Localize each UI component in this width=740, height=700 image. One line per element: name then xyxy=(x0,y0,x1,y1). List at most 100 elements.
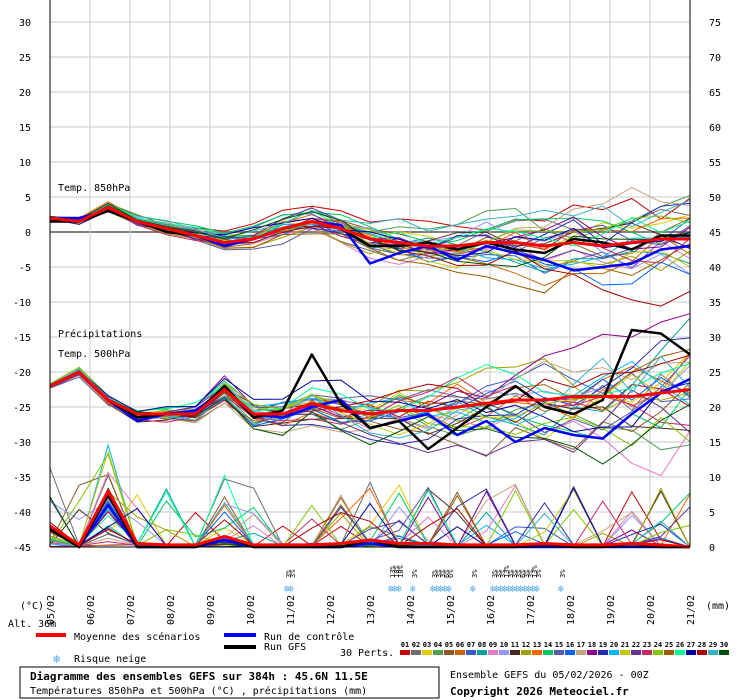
pert-label: 02 xyxy=(412,641,420,649)
pert-label: 19 xyxy=(599,641,607,649)
member-26-t500 xyxy=(49,363,691,412)
snow-risk-row: 3%❄3%❄13%❄10%❄10%❄3%❄3%❄3%❄3%❄6%❄6%❄3%❄3… xyxy=(284,565,567,595)
snowflake-icon: ❄ xyxy=(410,584,417,595)
left-tick-label: 5 xyxy=(25,193,31,204)
snowflake-icon: ❄ xyxy=(442,584,449,595)
pert-swatch xyxy=(444,650,454,655)
left-tick-label: -15 xyxy=(13,333,31,344)
pert-swatch xyxy=(708,650,718,655)
title-box xyxy=(19,666,440,699)
snow-risk-pct: 3% xyxy=(499,569,507,578)
legend: Moyenne des scénarios Run de contrôle Ru… xyxy=(36,631,729,666)
right-tick-label: 25 xyxy=(709,368,721,379)
pert-swatch xyxy=(554,650,564,655)
snowflake-icon: ❄ xyxy=(470,584,477,595)
snow-risk-pct: 13% xyxy=(531,565,539,578)
pert-label: 09 xyxy=(489,641,497,649)
right-tick-label: 65 xyxy=(709,88,721,99)
snow-risk-pct: 6% xyxy=(519,569,527,578)
date-tick-label: 21/02 xyxy=(686,595,697,625)
right-tick-label: 35 xyxy=(709,298,721,309)
left-tick-label: -35 xyxy=(13,473,31,484)
snow-risk-pct: 3% xyxy=(439,569,447,578)
member-14-t850 xyxy=(49,203,691,247)
right-tick-label: 0 xyxy=(709,543,715,554)
pert-swatch xyxy=(653,650,663,655)
t500-label: Temp. 500hPa xyxy=(58,349,130,360)
pert-swatch xyxy=(620,650,630,655)
pert-label: 13 xyxy=(533,641,541,649)
right-tick-label: 15 xyxy=(709,438,721,449)
snow-risk-pct: 6% xyxy=(443,569,451,578)
pert-swatch xyxy=(477,650,487,655)
pert-swatch xyxy=(697,650,707,655)
pert-label: 04 xyxy=(434,641,442,649)
pert-swatch xyxy=(686,650,696,655)
snowflake-icon: ❄ xyxy=(530,584,537,595)
snowflake-icon: ❄ xyxy=(494,584,501,595)
legend-gfs-swatch xyxy=(224,645,256,649)
left-tick-label: -5 xyxy=(19,263,31,274)
pert-swatch xyxy=(565,650,575,655)
left-tick-label: -10 xyxy=(13,298,31,309)
pert-label: 03 xyxy=(423,641,431,649)
pert-label: 30 xyxy=(720,641,728,649)
date-tick-label: 08/02 xyxy=(166,595,177,625)
chart-subtitle: Températures 850hPa et 500hPa (°C) , pré… xyxy=(30,685,367,697)
snow-risk-pct: 13% xyxy=(503,565,511,578)
pert-swatch xyxy=(675,650,685,655)
left-tick-label: 25 xyxy=(19,53,31,64)
unit-right: (mm) xyxy=(706,601,730,612)
snow-risk-pct: 3% xyxy=(507,569,515,578)
date-tick-label: 06/02 xyxy=(86,595,97,625)
pert-swatch xyxy=(455,650,465,655)
snow-risk-pct: 3% xyxy=(559,569,567,578)
legend-mean-swatch xyxy=(36,633,66,637)
legend-control-label: Run de contrôle xyxy=(264,631,354,643)
snowflake-icon: ❄ xyxy=(522,584,529,595)
snow-risk-pct: 3% xyxy=(491,569,499,578)
pert-swatch xyxy=(543,650,553,655)
chart-grid xyxy=(49,0,691,548)
run-info: Ensemble GEFS du 05/02/2026 - 00Z xyxy=(450,670,649,681)
date-tick-label: 14/02 xyxy=(406,595,417,625)
date-tick-label: 07/02 xyxy=(126,595,137,625)
date-tick-label: 16/02 xyxy=(486,595,497,625)
pert-label: 15 xyxy=(555,641,563,649)
snowflake-icon: ❄ xyxy=(288,584,295,595)
pert-swatch xyxy=(422,650,432,655)
snow-risk-pct: 3% xyxy=(527,569,535,578)
pert-swatch xyxy=(642,650,652,655)
date-tick-label: 09/02 xyxy=(206,595,217,625)
right-tick-label: 70 xyxy=(709,53,721,64)
snowflake-icon: ❄ xyxy=(490,584,497,595)
pert-label: 16 xyxy=(566,641,574,649)
precip-mean-line xyxy=(49,489,691,549)
left-tick-label: -30 xyxy=(13,438,31,449)
snowflake-icon: ❄ xyxy=(392,584,399,595)
snowflake-icon: ❄ xyxy=(506,584,513,595)
pert-label: 28 xyxy=(698,641,706,649)
pert-swatch xyxy=(510,650,520,655)
pert-label: 14 xyxy=(544,641,552,649)
snow-risk-pct: 13% xyxy=(389,565,397,578)
legend-mean-label: Moyenne des scénarios xyxy=(74,631,200,643)
member-21-t500 xyxy=(49,361,691,436)
member-23-t500 xyxy=(49,371,691,426)
snowflake-icon: ❄ xyxy=(284,584,291,595)
snowflake-icon: ❄ xyxy=(438,584,445,595)
right-tick-label: 30 xyxy=(709,333,721,344)
left-tick-label: -45 xyxy=(13,543,31,554)
precip-label: Précipitations xyxy=(58,328,142,340)
unit-left: (°C) xyxy=(20,601,44,612)
right-tick-label: 45 xyxy=(709,228,721,239)
right-tick-label: 40 xyxy=(709,263,721,274)
left-tick-label: 15 xyxy=(19,123,31,134)
left-tick-label: -25 xyxy=(13,403,31,414)
pert-swatch xyxy=(719,650,729,655)
pert-swatch xyxy=(488,650,498,655)
pert-label: 11 xyxy=(511,641,519,649)
legend-snow-label: Risque neige xyxy=(74,654,146,665)
snow-risk-pct: 10% xyxy=(397,565,405,578)
legend-control-swatch xyxy=(224,633,256,637)
